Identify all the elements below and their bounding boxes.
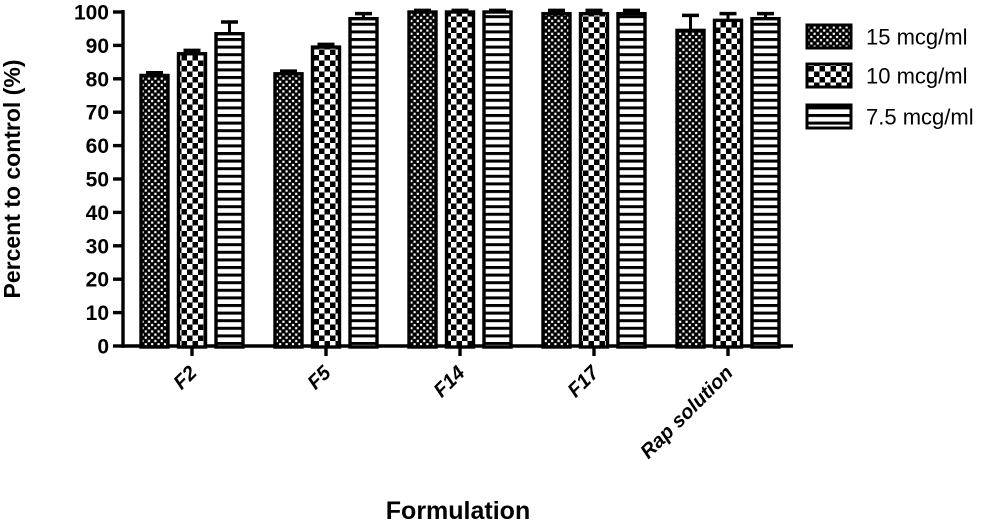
x-category-label-rap-solution: Rap solution bbox=[636, 362, 737, 463]
legend-swatch-7.5-mcg-ml bbox=[805, 103, 853, 130]
x-category-label-f14: F14 bbox=[430, 362, 470, 402]
x-category-label-f5: F5 bbox=[303, 361, 336, 394]
legend: 15 mcg/ml 10 mcg/ml 7.5 mcg/ml bbox=[805, 23, 974, 130]
y-tick-label-30: 30 bbox=[86, 235, 109, 258]
y-axis-title: Percent to control (%) bbox=[0, 60, 25, 299]
bar-f17-10-mcg-ml bbox=[578, 11, 610, 349]
bar-f5-15-mcg-ml bbox=[273, 72, 304, 349]
y-tick-label-80: 80 bbox=[86, 68, 109, 91]
y-axis: 0 10 20 30 40 50 60 70 80 90 100 bbox=[74, 2, 125, 359]
bar-f14-7.5-mcg-ml bbox=[482, 10, 513, 349]
bar-f17-7.5-mcg-ml bbox=[616, 11, 647, 349]
bar-f5-10-mcg-ml bbox=[310, 45, 342, 349]
bar-rap-solution-7.5-mcg-ml bbox=[750, 16, 781, 349]
y-tick-label-20: 20 bbox=[86, 269, 109, 292]
y-tick-label-100: 100 bbox=[74, 2, 109, 25]
bar-f14-10-mcg-ml bbox=[444, 10, 476, 349]
bars bbox=[139, 8, 781, 349]
y-tick-label-0: 0 bbox=[97, 336, 109, 359]
x-axis-title: Formulation bbox=[386, 497, 530, 525]
y-tick-label-40: 40 bbox=[86, 202, 109, 225]
bar-rap-solution-10-mcg-ml bbox=[712, 18, 744, 349]
bar-f14-15-mcg-ml bbox=[407, 10, 438, 349]
bar-f5-7.5-mcg-ml bbox=[348, 16, 379, 349]
legend-label-10-mcg-ml: 10 mcg/ml bbox=[866, 64, 967, 89]
bar-rap-solution-15-mcg-ml bbox=[675, 28, 706, 349]
bar-f2-10-mcg-ml bbox=[176, 52, 208, 349]
bar-f2-15-mcg-ml bbox=[139, 73, 170, 349]
x-category-label-f2: F2 bbox=[169, 362, 201, 394]
y-tick-label-70: 70 bbox=[86, 102, 109, 125]
bar-f2-7.5-mcg-ml bbox=[214, 32, 245, 349]
y-tick-label-10: 10 bbox=[86, 302, 109, 325]
y-tick-label-60: 60 bbox=[86, 135, 109, 158]
x-axis: F2 F5 F14 F17 Rap solution bbox=[121, 344, 793, 463]
legend-swatch-10-mcg-ml bbox=[805, 62, 853, 89]
legend-label-15-mcg-ml: 15 mcg/ml bbox=[866, 25, 967, 50]
x-category-label-f17: F17 bbox=[564, 361, 605, 402]
y-tick-label-50: 50 bbox=[86, 169, 109, 192]
bar-f17-15-mcg-ml bbox=[541, 11, 572, 349]
legend-swatch-15-mcg-ml bbox=[805, 23, 853, 50]
legend-label-7.5-mcg-ml: 7.5 mcg/ml bbox=[866, 105, 974, 130]
y-tick-label-90: 90 bbox=[86, 35, 109, 58]
